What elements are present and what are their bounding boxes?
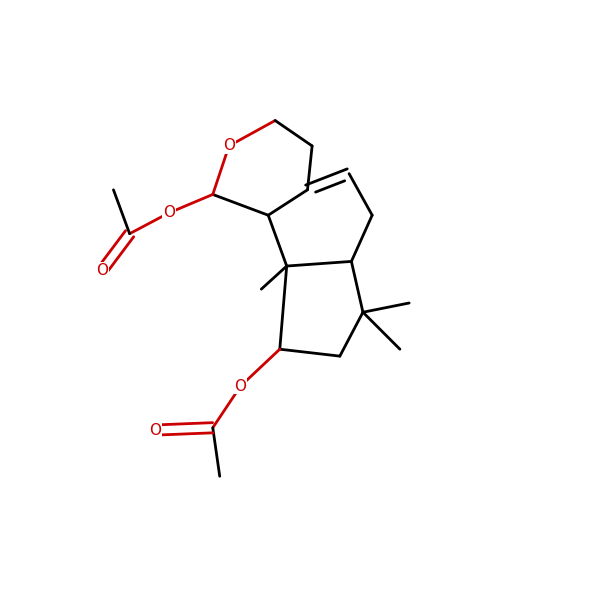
Text: O: O <box>163 205 175 220</box>
Text: O: O <box>223 139 235 154</box>
Text: O: O <box>149 422 161 437</box>
Text: O: O <box>235 379 247 394</box>
Text: O: O <box>96 263 108 278</box>
